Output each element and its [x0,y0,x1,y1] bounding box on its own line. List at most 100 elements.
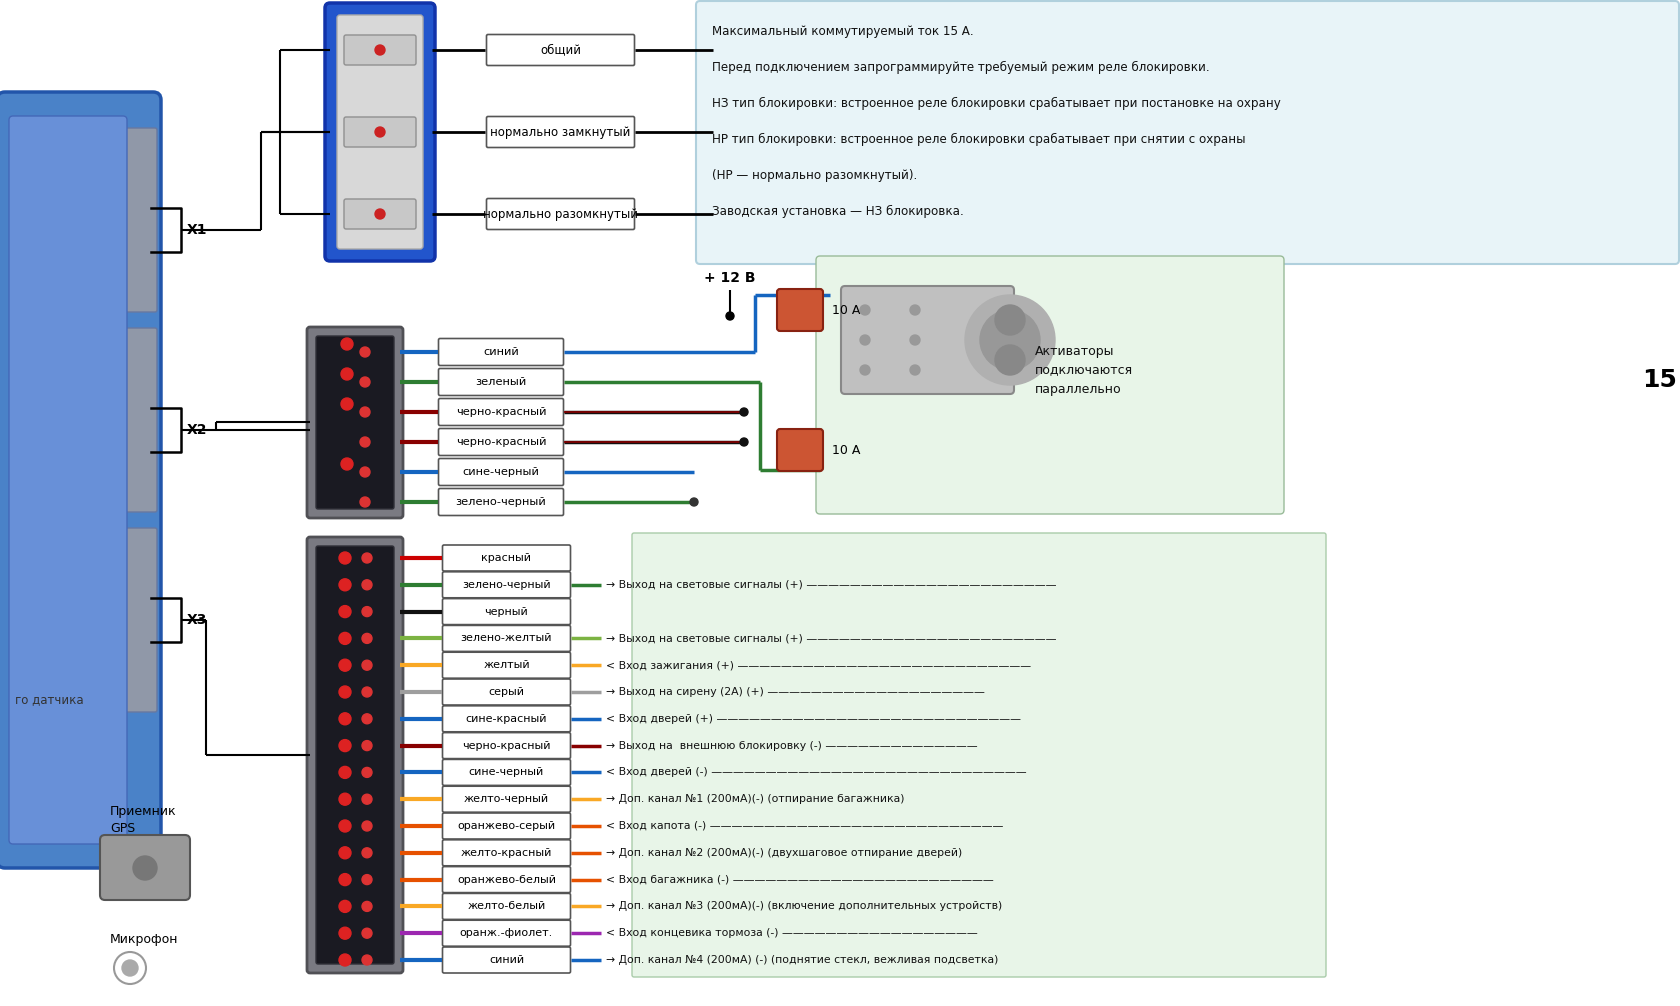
Text: желто-белый: желто-белый [467,901,546,911]
Text: оранж.-фиолет.: оранж.-фиолет. [460,929,553,939]
Text: X2: X2 [186,423,207,437]
Circle shape [360,437,370,447]
Text: черный: черный [484,607,528,617]
FancyBboxPatch shape [442,760,570,786]
FancyBboxPatch shape [344,199,415,229]
Text: 10 А: 10 А [832,304,860,317]
Text: сине-черный: сине-черный [462,467,539,477]
Circle shape [360,407,370,417]
Circle shape [979,310,1040,370]
Text: X1: X1 [186,223,207,237]
Circle shape [739,408,748,416]
Circle shape [361,794,371,804]
Text: синий: синий [489,955,524,965]
Circle shape [341,368,353,380]
FancyBboxPatch shape [442,947,570,973]
Circle shape [341,458,353,470]
FancyBboxPatch shape [442,706,570,731]
Circle shape [361,768,371,778]
Text: зелено-черный: зелено-черный [455,497,546,507]
Circle shape [361,660,371,670]
FancyBboxPatch shape [324,3,435,261]
Circle shape [995,345,1025,375]
Circle shape [361,901,371,911]
Text: → Выход на сирену (2А) (+) ————————————————————: → Выход на сирену (2А) (+) —————————————… [605,687,984,697]
Circle shape [860,365,870,375]
Circle shape [339,793,351,805]
Circle shape [339,606,351,618]
Text: зелено-желтый: зелено-желтый [460,634,553,644]
Text: < Вход дверей (+) ————————————————————————————: < Вход дверей (+) ——————————————————————… [605,714,1020,723]
FancyBboxPatch shape [438,429,563,456]
FancyBboxPatch shape [442,840,570,866]
Circle shape [995,305,1025,335]
Circle shape [860,335,870,345]
FancyBboxPatch shape [442,813,570,839]
Circle shape [341,338,353,350]
Text: го датчика: го датчика [15,693,84,706]
Circle shape [726,312,734,320]
FancyBboxPatch shape [438,368,563,395]
Circle shape [360,377,370,387]
FancyBboxPatch shape [486,117,633,148]
Text: < Вход зажигания (+) ———————————————————————————: < Вход зажигания (+) ———————————————————… [605,660,1030,670]
FancyBboxPatch shape [442,893,570,919]
Circle shape [123,960,138,976]
FancyBboxPatch shape [121,328,156,512]
Circle shape [375,127,385,137]
Text: < Вход концевика тормоза (-) ——————————————————: < Вход концевика тормоза (-) ———————————… [605,929,978,939]
Circle shape [361,687,371,697]
Text: → Выход на световые сигналы (+) ———————————————————————: → Выход на световые сигналы (+) ————————… [605,579,1055,590]
Circle shape [361,579,371,590]
FancyBboxPatch shape [316,336,393,509]
Text: Приемник
GPS: Приемник GPS [109,805,176,836]
FancyBboxPatch shape [442,626,570,652]
Circle shape [964,295,1055,385]
Text: → Выход на  внешнюю блокировку (-) ——————————————: → Выход на внешнюю блокировку (-) ——————… [605,740,978,750]
Text: 15: 15 [1641,368,1677,392]
FancyBboxPatch shape [307,327,403,518]
Text: < Вход капота (-) ———————————————————————————: < Вход капота (-) ——————————————————————… [605,821,1003,831]
FancyBboxPatch shape [438,398,563,426]
Circle shape [339,686,351,698]
Circle shape [339,633,351,645]
FancyBboxPatch shape [632,533,1326,977]
Text: 10 А: 10 А [832,444,860,457]
Text: серый: серый [489,687,524,697]
Text: < Вход багажника (-) ————————————————————————: < Вход багажника (-) ———————————————————… [605,874,993,884]
Text: Активаторы
подключаются
параллельно: Активаторы подключаются параллельно [1035,344,1132,395]
Circle shape [375,45,385,55]
Text: Микрофон: Микрофон [109,934,178,947]
Text: → Доп. канал №1 (200мА)(-) (отпирание багажника): → Доп. канал №1 (200мА)(-) (отпирание ба… [605,794,904,804]
Text: → Доп. канал №3 (200мА)(-) (включение дополнительных устройств): → Доп. канал №3 (200мА)(-) (включение до… [605,901,1001,911]
Text: НР тип блокировки: встроенное реле блокировки срабатывает при снятии с охраны: НР тип блокировки: встроенное реле блоки… [712,133,1245,146]
Circle shape [339,900,351,912]
Circle shape [339,873,351,885]
FancyBboxPatch shape [442,920,570,947]
Circle shape [339,659,351,671]
Circle shape [909,335,919,345]
Text: сине-красный: сине-красный [465,714,548,723]
Text: черно-красный: черно-красный [462,740,551,750]
FancyBboxPatch shape [99,835,190,900]
Circle shape [339,739,351,751]
Circle shape [360,467,370,477]
Circle shape [361,553,371,563]
Circle shape [339,928,351,940]
Circle shape [909,365,919,375]
Circle shape [361,714,371,723]
Circle shape [361,955,371,965]
Circle shape [339,820,351,832]
Circle shape [361,607,371,617]
FancyBboxPatch shape [442,599,570,625]
Text: нормально замкнутый: нормально замкнутый [491,126,630,139]
Circle shape [860,305,870,315]
Circle shape [909,305,919,315]
Text: синий: синий [482,347,519,357]
Circle shape [341,398,353,410]
FancyBboxPatch shape [438,338,563,365]
FancyBboxPatch shape [442,866,570,892]
Text: X3: X3 [186,613,207,627]
FancyBboxPatch shape [776,429,823,471]
Text: + 12 В: + 12 В [704,271,756,285]
